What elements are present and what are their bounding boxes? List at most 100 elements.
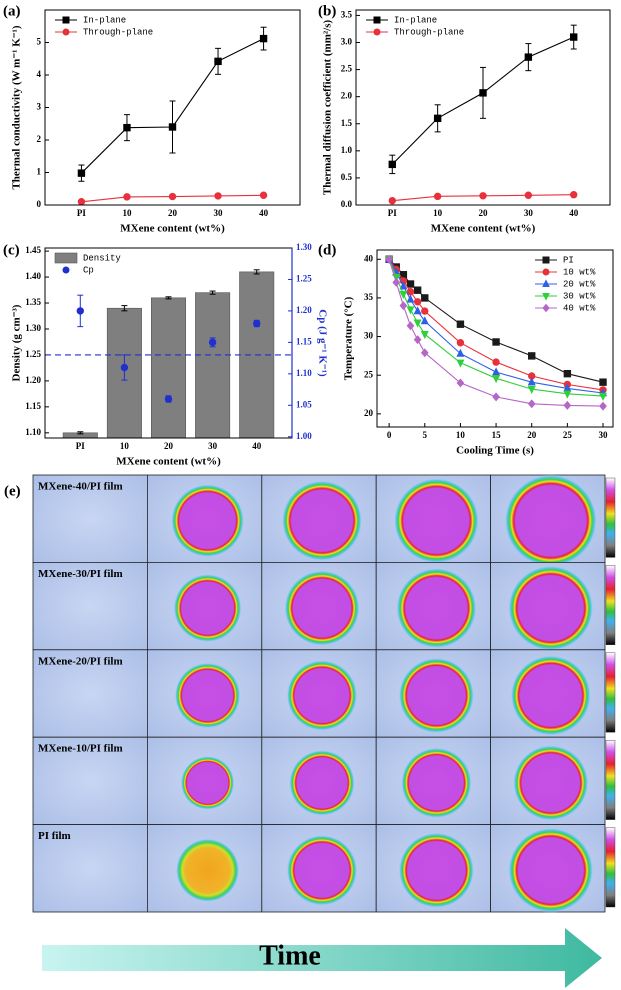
marker [433, 192, 442, 201]
marker [259, 191, 268, 199]
hot-spot [175, 838, 240, 903]
x-tick-label: 20 [168, 208, 178, 218]
legend-swatch [54, 252, 78, 264]
legend-marker [373, 28, 381, 36]
marker [527, 377, 536, 386]
legend-marker [62, 266, 70, 274]
legend-label: 20 wt% [563, 279, 596, 289]
x-tick-label: PI [77, 208, 86, 218]
y-tick-label: 3.5 [341, 9, 353, 19]
row-label: MXene-20/PI film [38, 655, 123, 667]
color-bar [605, 740, 616, 820]
x-axis-label: MXene content (wt%) [120, 223, 225, 235]
marker [406, 288, 415, 296]
y-tick-label: 20 [364, 408, 374, 418]
y2-axis-label: Cp (J g⁻¹ K⁻¹) [316, 309, 328, 377]
legend-label: 30 wt% [563, 291, 596, 301]
y-tick-label: 4 [37, 69, 42, 79]
y-tick-label: 2.5 [341, 64, 353, 74]
hot-spot [284, 570, 360, 646]
marker [253, 319, 261, 328]
y-axis-label: Density (g cm⁻³) [11, 304, 23, 381]
marker [164, 395, 173, 403]
x-tick-label: 40 [569, 208, 579, 218]
panel-label: (d) [318, 242, 336, 258]
marker [420, 331, 429, 340]
x-tick-label: 30 [208, 441, 218, 451]
y-tick-label: 1.30 [25, 323, 41, 333]
x-tick-label: 10 [456, 430, 466, 440]
marker [413, 319, 422, 328]
time-arrow [42, 928, 602, 988]
thermal-image [32, 824, 148, 913]
x-tick-label: 40 [252, 441, 262, 451]
legend-marker [542, 279, 550, 287]
marker [406, 306, 415, 315]
color-bar [605, 477, 616, 558]
marker [413, 335, 422, 345]
y-tick-label: 1 [37, 167, 42, 177]
marker [413, 306, 422, 315]
x-tick-label: 30 [214, 208, 224, 218]
x-tick-label: PI [388, 208, 397, 218]
x-tick-label: 30 [524, 208, 534, 218]
y-tick-label: 35 [364, 292, 374, 302]
x-tick-label: 10 [433, 208, 443, 218]
marker [599, 378, 607, 386]
marker [399, 290, 408, 299]
row-label: MXene-40/PI film [38, 481, 123, 493]
y2-tick-label: 1.00 [296, 431, 312, 441]
x-axis-label: MXene content (wt%) [431, 223, 536, 235]
x-tick-label: 15 [492, 430, 502, 440]
bar [150, 297, 187, 439]
marker [399, 301, 408, 311]
x-tick-label: 30 [599, 430, 609, 440]
marker [528, 352, 536, 360]
marker [388, 196, 396, 205]
legend-label: 40 wt% [563, 303, 596, 313]
hot-spot [396, 567, 477, 649]
hot-spot [508, 565, 594, 651]
legend-label: In-plane [394, 15, 437, 25]
marker [570, 191, 578, 199]
legend-label: 10 wt% [563, 267, 596, 277]
legend-marker [542, 293, 550, 301]
panel-label: (a) [3, 3, 21, 19]
thermal-image [32, 736, 148, 826]
hot-spot [504, 474, 598, 568]
marker [456, 348, 465, 357]
panel-label: (c) [3, 242, 20, 258]
x-tick-label: 25 [563, 430, 573, 440]
x-axis-label: MXene content (wt%) [116, 456, 221, 468]
y-tick-label: 0 [37, 199, 42, 209]
marker [479, 192, 487, 200]
y-tick-label: 1.35 [25, 297, 41, 307]
marker [456, 320, 465, 328]
hot-spot [393, 478, 480, 564]
y2-tick-label: 1.05 [296, 399, 312, 409]
marker [76, 307, 84, 315]
y2-tick-label: 1.20 [296, 305, 312, 315]
marker [492, 392, 500, 402]
hot-spot [512, 745, 589, 821]
marker [599, 401, 607, 411]
x-tick-label: 10 [122, 208, 132, 218]
marker [421, 307, 429, 315]
legend-label: Cp [83, 265, 94, 275]
thermal-image [32, 474, 148, 563]
marker [456, 359, 465, 368]
y2-tick-label: 1.15 [296, 336, 312, 346]
marker [259, 34, 268, 43]
marker [527, 399, 536, 409]
x-tick-label: PI [76, 441, 85, 451]
x-tick-label: 20 [164, 441, 174, 451]
legend-marker [62, 28, 70, 36]
hot-spot [401, 747, 472, 819]
marker [524, 191, 533, 199]
hot-spot [180, 756, 235, 810]
y2-tick-label: 1.10 [296, 368, 312, 378]
thermal-image [32, 562, 148, 651]
y-tick-label: 1.25 [25, 349, 41, 359]
panel-label: (e) [4, 483, 21, 499]
